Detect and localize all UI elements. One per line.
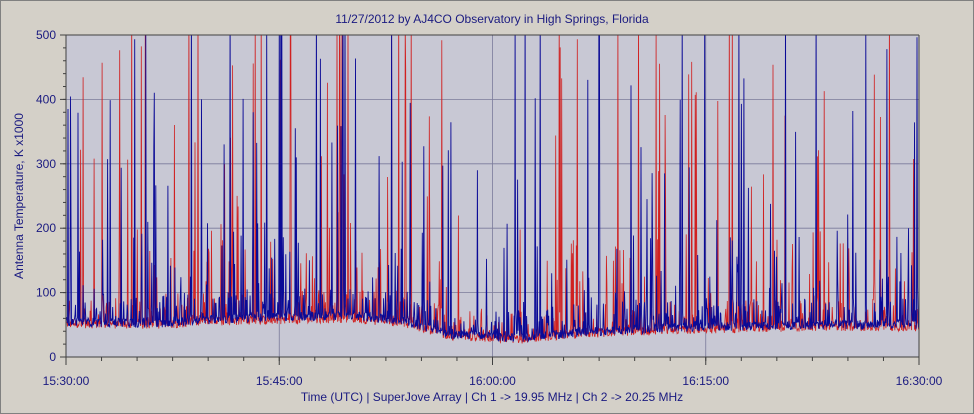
x-tick-label: 16:00:00 [469,374,516,388]
x-axis-label: Time (UTC) | SuperJove Array | Ch 1 -> 1… [301,390,683,404]
y-tick-label: 400 [36,92,56,106]
y-tick-label: 500 [36,28,56,42]
series-layer [66,35,919,344]
y-tick-label: 200 [36,221,56,235]
x-axis-ticks: 15:30:00 15:45:00 16:00:00 16:15:00 16:30:00 [43,357,943,388]
chart-title: 11/27/2012 by AJ4CO Observatory in High … [335,12,649,26]
x-tick-label: 16:30:00 [896,374,943,388]
series-line [66,35,919,343]
x-tick-label: 16:15:00 [682,374,729,388]
x-tick-label: 15:30:00 [43,374,90,388]
y-tick-label: 0 [49,350,56,364]
series-1 [66,35,919,343]
y-tick-label: 100 [36,286,56,300]
y-axis-ticks: 0 100 200 300 400 500 [36,28,66,364]
y-axis-label: Antenna Temperature, K x1000 [12,113,26,279]
x-tick-label: 15:45:00 [256,374,303,388]
y-tick-label: 300 [36,157,56,171]
